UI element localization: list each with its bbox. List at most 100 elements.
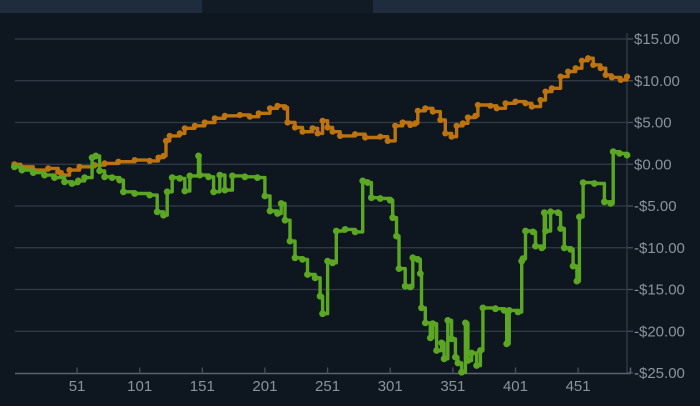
- green-series-point[interactable]: [186, 172, 194, 180]
- green-series-point[interactable]: [444, 317, 452, 324]
- orange-series-point[interactable]: [414, 107, 421, 114]
- green-series-point[interactable]: [503, 340, 511, 348]
- green-series-point[interactable]: [529, 228, 537, 236]
- orange-series-point[interactable]: [281, 104, 289, 111]
- orange-series-point[interactable]: [548, 85, 555, 92]
- green-series-point[interactable]: [416, 270, 424, 277]
- orange-series-point[interactable]: [221, 112, 228, 119]
- orange-series-point[interactable]: [464, 114, 471, 121]
- orange-series-point[interactable]: [493, 105, 500, 112]
- orange-series-point[interactable]: [448, 133, 455, 140]
- green-series-point[interactable]: [477, 347, 484, 354]
- green-series-point[interactable]: [311, 274, 319, 282]
- orange-series-point[interactable]: [314, 130, 321, 137]
- orange-series-point[interactable]: [412, 120, 419, 127]
- green-series-point[interactable]: [462, 319, 469, 327]
- orange-series-point[interactable]: [255, 110, 262, 117]
- orange-series-point[interactable]: [131, 157, 138, 164]
- green-series-point[interactable]: [216, 171, 224, 179]
- orange-series-point[interactable]: [329, 128, 336, 135]
- orange-series-point[interactable]: [76, 163, 83, 170]
- green-series-point[interactable]: [393, 232, 400, 240]
- orange-series-point[interactable]: [474, 101, 481, 109]
- green-series-point[interactable]: [351, 228, 359, 236]
- green-series-point[interactable]: [540, 209, 548, 217]
- orange-series-point[interactable]: [291, 124, 299, 131]
- orange-series-point[interactable]: [429, 108, 436, 115]
- green-series-point[interactable]: [386, 196, 394, 204]
- green-series-point[interactable]: [319, 310, 326, 318]
- green-series-point[interactable]: [395, 265, 403, 272]
- green-series-point[interactable]: [96, 167, 103, 175]
- green-series-point[interactable]: [81, 174, 88, 182]
- green-series-point[interactable]: [542, 227, 549, 235]
- orange-series-point[interactable]: [442, 130, 449, 137]
- green-series-point[interactable]: [492, 305, 499, 313]
- green-series-point[interactable]: [389, 214, 397, 222]
- green-series-point[interactable]: [51, 174, 58, 182]
- green-series-point[interactable]: [281, 216, 289, 224]
- green-series-point[interactable]: [452, 353, 459, 361]
- green-series-point[interactable]: [74, 177, 82, 185]
- top-tab-right[interactable]: [373, 0, 700, 13]
- orange-series-point[interactable]: [266, 105, 274, 112]
- green-series-point[interactable]: [547, 208, 554, 216]
- orange-series-point[interactable]: [623, 73, 631, 80]
- orange-series-point[interactable]: [459, 120, 466, 127]
- green-series-point[interactable]: [120, 188, 127, 196]
- orange-series-point[interactable]: [572, 65, 579, 72]
- green-series-point[interactable]: [554, 209, 562, 217]
- orange-series-point[interactable]: [66, 167, 73, 174]
- green-series-point[interactable]: [500, 307, 508, 314]
- orange-series-point[interactable]: [324, 124, 331, 131]
- orange-series-point[interactable]: [274, 102, 281, 109]
- green-series-point[interactable]: [573, 277, 581, 285]
- orange-series-point[interactable]: [578, 57, 586, 64]
- green-series-point[interactable]: [68, 180, 76, 187]
- green-series-point[interactable]: [616, 150, 623, 157]
- orange-series-point[interactable]: [45, 165, 52, 172]
- orange-series-point[interactable]: [162, 137, 170, 144]
- orange-series-point[interactable]: [384, 137, 391, 144]
- green-series-point[interactable]: [116, 176, 123, 184]
- green-series-point[interactable]: [92, 152, 100, 160]
- orange-series-point[interactable]: [246, 113, 253, 120]
- green-series-point[interactable]: [41, 171, 48, 179]
- green-series-point[interactable]: [401, 282, 409, 290]
- orange-series-point[interactable]: [337, 132, 344, 139]
- green-series-point[interactable]: [266, 207, 274, 215]
- orange-series-point[interactable]: [191, 122, 198, 129]
- green-series-point[interactable]: [429, 320, 437, 328]
- green-series-point[interactable]: [440, 355, 448, 363]
- orange-series-point[interactable]: [597, 65, 604, 72]
- green-series-point[interactable]: [609, 148, 617, 156]
- green-series-point[interactable]: [299, 256, 306, 263]
- green-series-point[interactable]: [274, 210, 281, 217]
- green-series-point[interactable]: [418, 304, 425, 312]
- green-series-point[interactable]: [514, 308, 522, 316]
- green-series-point[interactable]: [176, 175, 184, 182]
- orange-series-point[interactable]: [236, 111, 243, 119]
- orange-series-point[interactable]: [617, 76, 624, 83]
- orange-series-point[interactable]: [590, 61, 597, 68]
- green-series-point[interactable]: [567, 246, 574, 253]
- orange-series-point[interactable]: [608, 74, 616, 81]
- orange-series-point[interactable]: [362, 134, 369, 141]
- green-series-point[interactable]: [473, 362, 480, 369]
- top-tab-left[interactable]: [0, 0, 202, 13]
- green-series-point[interactable]: [607, 200, 615, 207]
- orange-series-point[interactable]: [299, 128, 306, 135]
- orange-series-point[interactable]: [487, 102, 494, 109]
- green-series-point[interactable]: [406, 283, 414, 291]
- orange-series-point[interactable]: [155, 154, 162, 161]
- green-series-point[interactable]: [532, 242, 539, 250]
- orange-series-point[interactable]: [407, 121, 414, 129]
- green-series-point[interactable]: [29, 169, 37, 177]
- green-series-point[interactable]: [519, 255, 527, 262]
- green-series-point[interactable]: [195, 152, 202, 160]
- orange-series-point[interactable]: [211, 115, 218, 122]
- orange-series-point[interactable]: [392, 122, 399, 129]
- green-series-point[interactable]: [448, 335, 455, 343]
- orange-series-point[interactable]: [319, 117, 326, 124]
- green-series-point[interactable]: [569, 262, 577, 270]
